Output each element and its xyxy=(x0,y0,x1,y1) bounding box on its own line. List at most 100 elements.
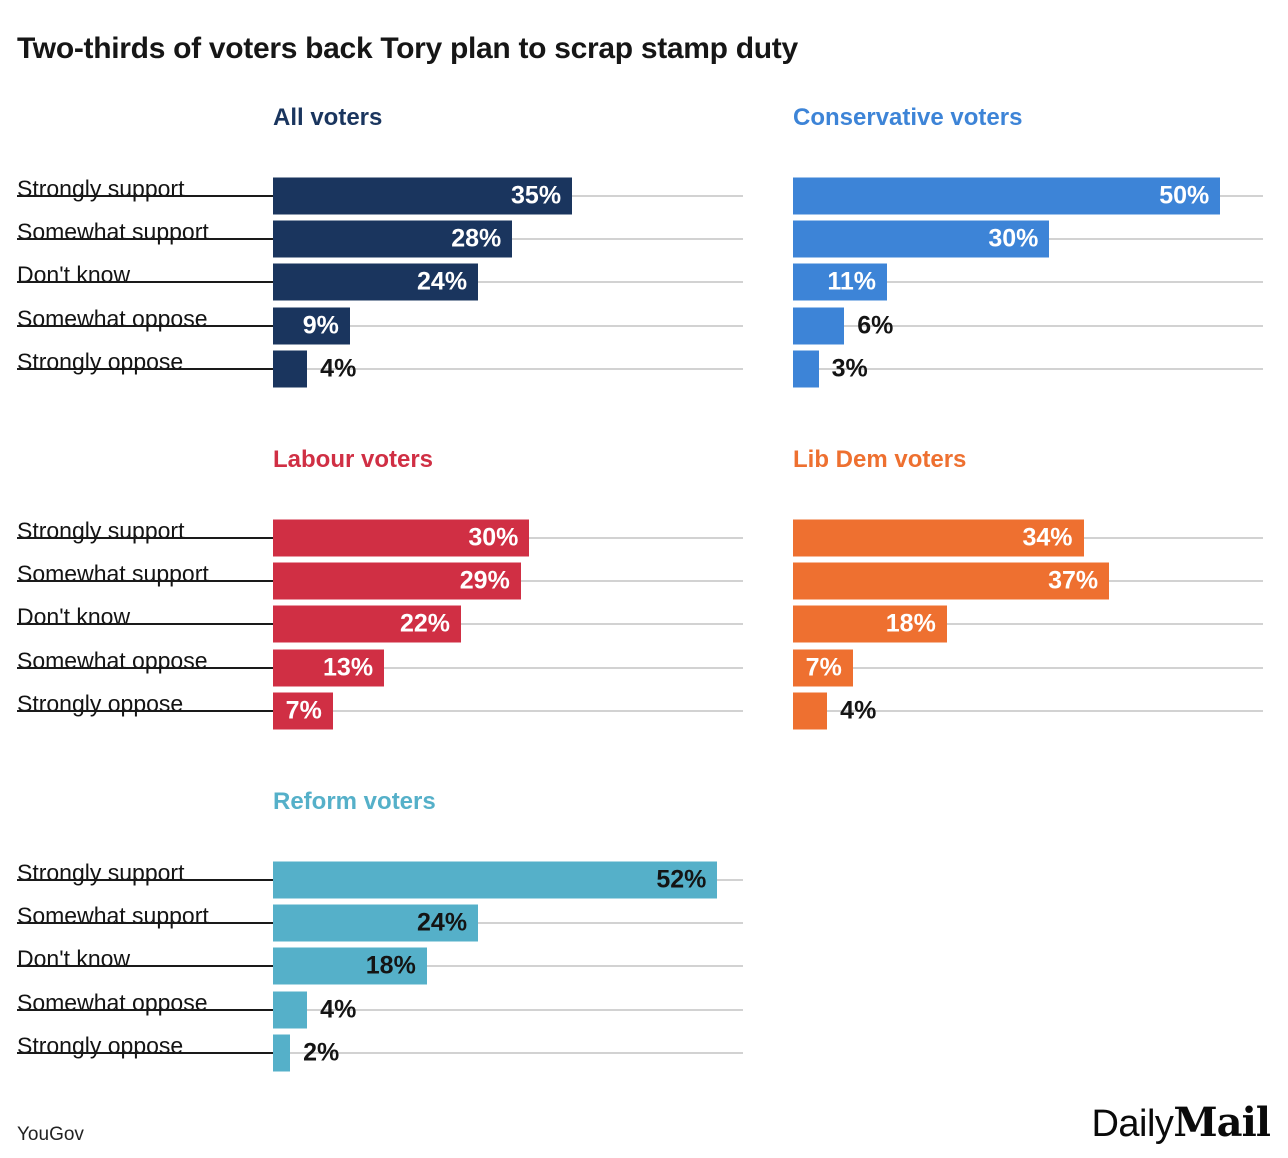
bar xyxy=(793,220,1050,258)
plot-area: 30% xyxy=(793,217,1263,260)
plot-area: 9% xyxy=(273,304,743,347)
bar-row: Somewhat support 24% xyxy=(17,901,743,944)
chart-title: Two-thirds of voters back Tory plan to s… xyxy=(17,32,798,65)
bar-value-label: 7% xyxy=(805,653,842,682)
chart-header-reform-voters: Reform voters xyxy=(273,787,436,815)
bar-row: 18% xyxy=(793,603,1263,646)
gridline xyxy=(273,1008,743,1011)
bar-row: 6% xyxy=(793,304,1263,347)
bar-value-label: 22% xyxy=(399,609,450,638)
bar-value-label: 18% xyxy=(365,951,416,980)
bar-row: Strongly oppose 7% xyxy=(17,690,743,733)
bar xyxy=(273,861,718,899)
plot-area: 13% xyxy=(273,646,743,689)
gridline xyxy=(273,281,743,284)
category-label: Somewhat support xyxy=(17,218,209,245)
category-label: Strongly oppose xyxy=(17,690,184,717)
bar-value-label: 50% xyxy=(1159,181,1210,210)
bar-value-label: 30% xyxy=(988,224,1039,253)
bar xyxy=(273,649,385,687)
chart-all-voters: All voters Strongly support 35% Somewhat… xyxy=(17,106,743,391)
bar-row: 3% xyxy=(793,348,1263,391)
bar xyxy=(793,307,845,345)
bar-row: Strongly support 35% xyxy=(17,174,743,217)
chart-header-libdem-voters: Lib Dem voters xyxy=(793,445,967,473)
bar-row: Strongly support 30% xyxy=(17,516,743,559)
plot-area: 11% xyxy=(793,261,1263,304)
plot-area: 28% xyxy=(273,217,743,260)
bar-row: Don't know 22% xyxy=(17,603,743,646)
plot-area: 24% xyxy=(273,901,743,944)
plot-area: 34% xyxy=(793,516,1263,559)
bar-row: Don't know 24% xyxy=(17,261,743,304)
bar xyxy=(273,519,530,557)
gridline xyxy=(273,666,743,669)
plot-area: 2% xyxy=(273,1031,743,1074)
bar-row: 37% xyxy=(793,559,1263,602)
bar-value-label: 34% xyxy=(1022,523,1073,552)
chart-header-labour-voters: Labour voters xyxy=(273,445,434,473)
bar-rows: 34% 37% 18% 7% 4% xyxy=(793,516,1263,733)
bar xyxy=(273,904,479,942)
bar-row: 30% xyxy=(793,217,1263,260)
plot-area: 7% xyxy=(793,646,1263,689)
category-label: Don't know xyxy=(17,262,131,289)
category-label: Somewhat support xyxy=(17,902,209,929)
plot-area: 4% xyxy=(793,690,1263,733)
bar-row: 50% xyxy=(793,174,1263,217)
plot-area: 18% xyxy=(793,603,1263,646)
category-label: Don't know xyxy=(17,603,131,630)
bar-value-label: 28% xyxy=(451,224,502,253)
plot-area: 3% xyxy=(793,348,1263,391)
bar-value-label: 52% xyxy=(656,865,707,894)
bar xyxy=(793,562,1110,600)
gridline xyxy=(793,281,1263,284)
bar-value-label: 30% xyxy=(468,523,519,552)
chart-conservative-voters: Conservative voters 50% 30% 11% 6% 3% xyxy=(793,106,1263,391)
category-label: Somewhat oppose xyxy=(17,989,208,1016)
category-label: Strongly support xyxy=(17,175,185,202)
gridline xyxy=(273,1052,743,1055)
plot-area: 6% xyxy=(793,304,1263,347)
category-label: Strongly oppose xyxy=(17,348,184,375)
category-axis-cell: Strongly oppose xyxy=(17,348,273,391)
bar xyxy=(273,220,513,258)
category-label: Somewhat oppose xyxy=(17,305,208,332)
bar xyxy=(273,947,427,985)
bar-value-label: 29% xyxy=(459,566,510,595)
bar-value-label: 6% xyxy=(857,311,894,340)
gridline xyxy=(793,324,1263,327)
plot-area: 35% xyxy=(273,174,743,217)
gridline xyxy=(273,921,743,924)
bar-rows: Strongly support 35% Somewhat support 28… xyxy=(17,174,743,391)
bar xyxy=(273,1034,291,1072)
source-label: YouGov xyxy=(17,1124,84,1145)
bar-row: 34% xyxy=(793,516,1263,559)
plot-area: 4% xyxy=(273,988,743,1031)
bar xyxy=(273,263,479,301)
bar-row: Strongly oppose 4% xyxy=(17,348,743,391)
category-label: Strongly oppose xyxy=(17,1032,184,1059)
gridline xyxy=(273,324,743,327)
category-label: Strongly support xyxy=(17,859,185,886)
bar xyxy=(273,562,521,600)
plot-area: 18% xyxy=(273,945,743,988)
bar xyxy=(273,350,308,388)
bar-value-label: 37% xyxy=(1048,566,1099,595)
plot-area: 29% xyxy=(273,559,743,602)
bar-value-label: 24% xyxy=(417,267,468,296)
category-axis-cell: Strongly support xyxy=(17,516,273,559)
plot-area: 7% xyxy=(273,690,743,733)
category-axis-cell: Don't know xyxy=(17,261,273,304)
bar-value-label: 9% xyxy=(302,311,339,340)
charts-grid: All voters Strongly support 35% Somewhat… xyxy=(17,106,1288,1075)
bar-value-label: 13% xyxy=(323,653,374,682)
bar-row: Somewhat oppose 9% xyxy=(17,304,743,347)
gridline xyxy=(793,666,1263,669)
category-axis-cell: Somewhat support xyxy=(17,559,273,602)
bar-row: 4% xyxy=(793,690,1263,733)
plot-area: 4% xyxy=(273,348,743,391)
bar-rows: Strongly support 52% Somewhat support 24… xyxy=(17,858,743,1075)
bar-row: 7% xyxy=(793,646,1263,689)
category-axis-cell: Somewhat oppose xyxy=(17,988,273,1031)
